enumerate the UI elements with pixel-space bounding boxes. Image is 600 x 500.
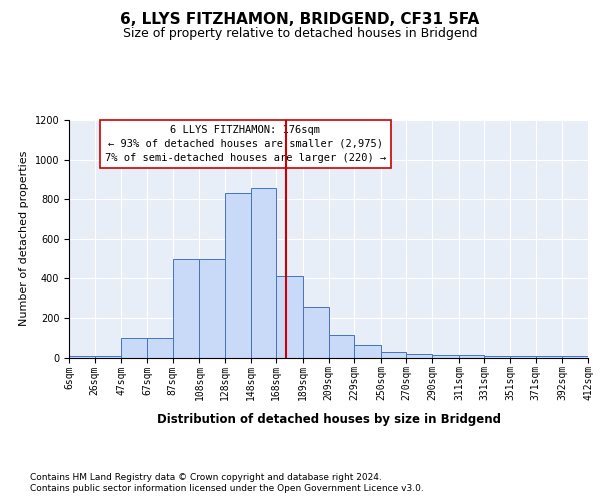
Bar [173,258,199,358]
Bar [432,354,459,358]
Bar [121,338,147,357]
Bar [225,193,251,358]
Bar [199,258,225,358]
Bar [329,334,354,357]
Bar [406,354,432,358]
Bar [95,356,121,358]
Text: 6 LLYS FITZHAMON: 176sqm
← 93% of detached houses are smaller (2,975)
7% of semi: 6 LLYS FITZHAMON: 176sqm ← 93% of detach… [105,124,386,163]
Text: Contains HM Land Registry data © Crown copyright and database right 2024.: Contains HM Land Registry data © Crown c… [30,472,382,482]
Bar [381,352,406,358]
Bar [303,307,329,358]
Bar [510,356,536,358]
Text: Size of property relative to detached houses in Bridgend: Size of property relative to detached ho… [123,28,477,40]
Bar [484,356,510,358]
Bar [536,356,562,358]
Y-axis label: Number of detached properties: Number of detached properties [19,151,29,326]
Text: Contains public sector information licensed under the Open Government Licence v3: Contains public sector information licen… [30,484,424,493]
Bar [276,276,303,357]
Bar [147,338,173,357]
Text: 6, LLYS FITZHAMON, BRIDGEND, CF31 5FA: 6, LLYS FITZHAMON, BRIDGEND, CF31 5FA [121,12,479,28]
Bar [459,354,484,358]
Bar [562,356,588,358]
Text: Distribution of detached houses by size in Bridgend: Distribution of detached houses by size … [157,412,501,426]
Bar [354,344,381,358]
Bar [69,356,95,358]
Bar [251,188,276,358]
